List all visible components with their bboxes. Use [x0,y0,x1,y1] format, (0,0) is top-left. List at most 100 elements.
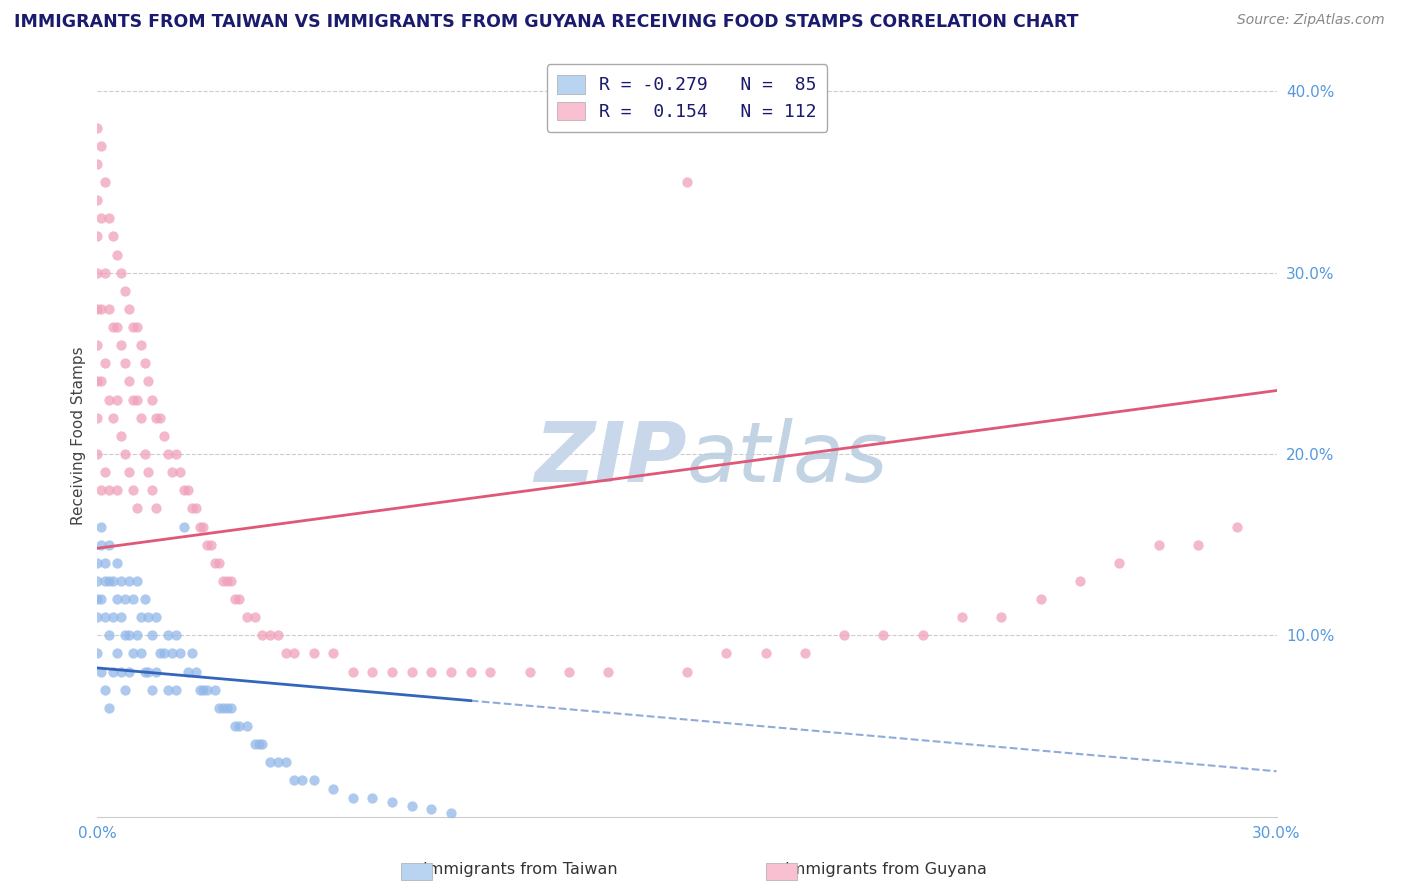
Text: Immigrants from Guyana: Immigrants from Guyana [785,863,987,877]
Point [676,175,699,189]
Point [98,392,121,407]
Point [105,556,128,570]
Point [793,647,815,661]
Point [274,755,297,769]
Point [141,628,163,642]
Point [94,682,117,697]
Text: Immigrants from Taiwan: Immigrants from Taiwan [423,863,617,877]
Point [180,501,202,516]
Point [141,483,163,498]
Point [401,798,423,813]
Point [342,665,364,679]
Point [160,465,183,479]
Point [208,556,231,570]
Point [118,375,141,389]
Point [86,157,108,171]
Point [114,592,136,607]
Point [197,538,219,552]
Point [110,266,132,280]
Point [440,805,463,820]
Point [157,447,180,461]
Point [138,665,160,679]
Point [381,665,404,679]
Point [138,375,160,389]
Point [184,501,207,516]
Point [1029,592,1052,607]
Point [129,410,152,425]
Point [86,375,108,389]
Point [86,610,108,624]
Point [90,519,112,533]
Point [101,574,124,588]
Point [716,647,738,661]
Point [173,483,195,498]
Point [98,701,121,715]
Point [118,465,141,479]
Point [228,719,250,733]
Point [224,592,246,607]
Point [121,647,143,661]
Point [212,574,235,588]
Point [990,610,1012,624]
Point [118,574,141,588]
Point [134,665,156,679]
Point [342,791,364,805]
Point [283,773,305,788]
Point [420,665,443,679]
Point [105,392,128,407]
Point [401,665,423,679]
Point [86,266,108,280]
Point [204,682,226,697]
Point [160,647,183,661]
Point [125,628,148,642]
Point [125,501,148,516]
Point [145,665,167,679]
Point [86,556,108,570]
Point [361,665,384,679]
Point [110,665,132,679]
Point [204,556,226,570]
Point [259,628,281,642]
Point [90,138,112,153]
Point [440,665,463,679]
Point [94,610,117,624]
Point [121,592,143,607]
Point [105,592,128,607]
Point [86,120,108,135]
Point [165,628,187,642]
Point [101,410,124,425]
Point [832,628,855,642]
Point [101,665,124,679]
Point [138,610,160,624]
Point [247,737,270,751]
Point [177,665,200,679]
Text: IMMIGRANTS FROM TAIWAN VS IMMIGRANTS FROM GUYANA RECEIVING FOOD STAMPS CORRELATI: IMMIGRANTS FROM TAIWAN VS IMMIGRANTS FRO… [14,13,1078,31]
Point [114,356,136,370]
Point [94,556,117,570]
Point [114,447,136,461]
Point [149,647,172,661]
Point [165,682,187,697]
Point [94,356,117,370]
Point [188,682,211,697]
Point [138,465,160,479]
Point [125,392,148,407]
Point [180,647,202,661]
Point [118,628,141,642]
Point [86,574,108,588]
Point [110,574,132,588]
Point [519,665,541,679]
Point [86,193,108,207]
Text: ZIP: ZIP [534,418,688,500]
Point [302,647,325,661]
Point [134,592,156,607]
Point [274,647,297,661]
Point [1147,538,1170,552]
Point [105,247,128,261]
Point [145,501,167,516]
Point [165,447,187,461]
Point [98,574,121,588]
Point [219,574,242,588]
Point [153,429,176,443]
Point [125,320,148,334]
